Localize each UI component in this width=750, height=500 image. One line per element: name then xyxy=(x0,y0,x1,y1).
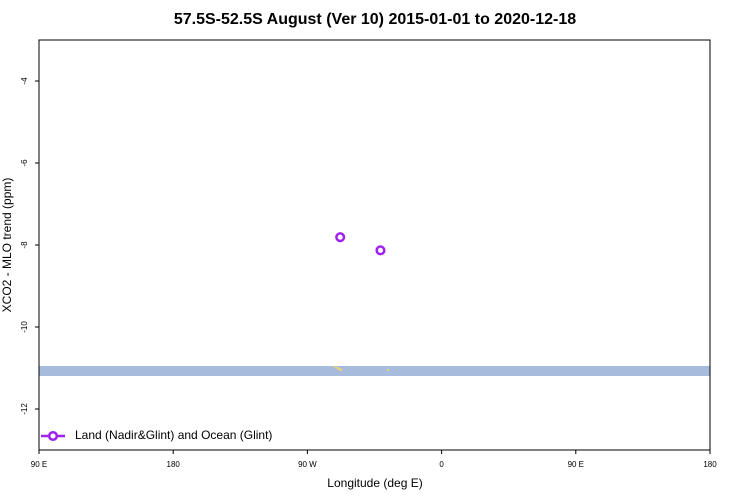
y-tick-label: -12 xyxy=(20,403,29,415)
y-tick-label: -10 xyxy=(20,321,29,333)
x-tick-label: 90 W xyxy=(298,460,317,469)
x-tick-label: 180 xyxy=(703,460,717,469)
y-tick-label: -6 xyxy=(20,159,29,167)
data-point xyxy=(375,245,386,256)
y-tick-label: -4 xyxy=(20,77,29,85)
chart-title: 57.5S-52.5S August (Ver 10) 2015-01-01 t… xyxy=(174,11,576,28)
x-tick-label: 0 xyxy=(439,460,444,469)
ocean-strip xyxy=(39,366,710,376)
y-tick-label: -8 xyxy=(20,241,29,249)
land-patch xyxy=(331,366,343,371)
plot-frame xyxy=(38,39,711,451)
y-axis-label: XCO2 - MLO trend (ppm) xyxy=(0,178,14,313)
x-tick-label: 90 E xyxy=(31,460,47,469)
data-point xyxy=(335,232,346,243)
legend-label: Land (Nadir&Glint) and Ocean (Glint) xyxy=(75,428,272,442)
land-patch xyxy=(387,369,389,371)
legend-marker xyxy=(47,430,59,442)
x-tick-label: 180 xyxy=(167,460,181,469)
x-tick-label: 90 E xyxy=(568,460,584,469)
x-axis-label: Longitude (deg E) xyxy=(327,476,422,490)
